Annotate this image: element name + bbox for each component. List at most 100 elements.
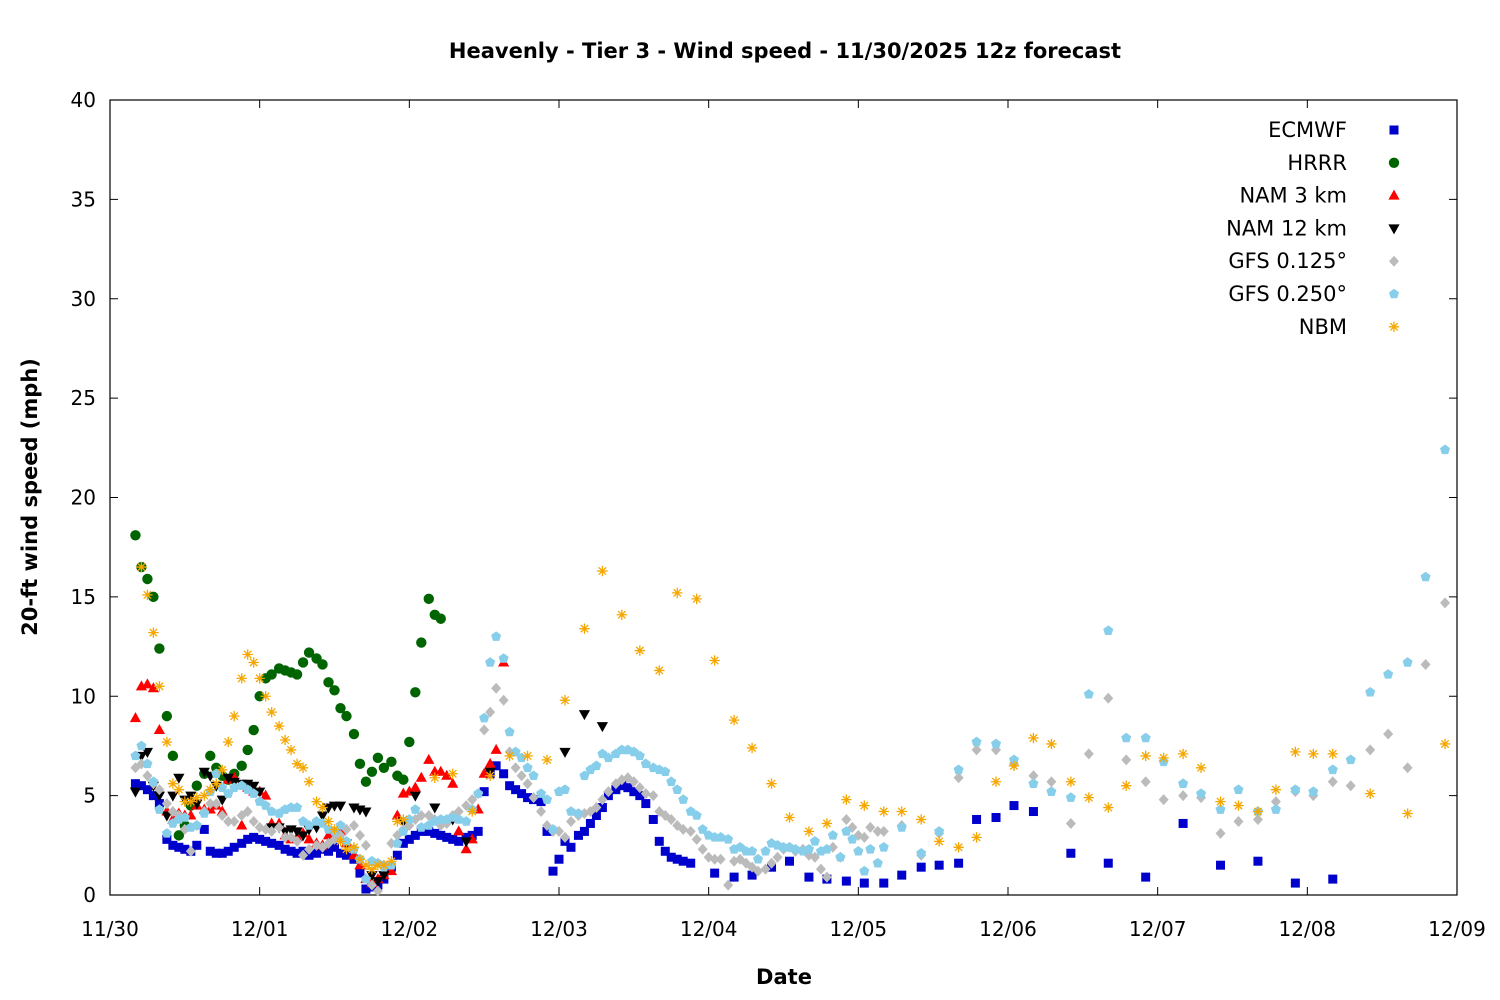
point-nbm <box>354 854 366 865</box>
point-nbm <box>559 695 571 706</box>
point-gfs-0-125 <box>685 825 696 837</box>
point-gfs-0-250 <box>660 766 671 777</box>
point-ecmwf <box>1028 807 1038 817</box>
point-gfs-0-125 <box>723 879 734 891</box>
point-ecmwf <box>672 854 682 864</box>
point-nam-12-km <box>161 811 173 822</box>
point-nbm <box>1439 738 1451 750</box>
point-nbm <box>199 790 210 801</box>
legend-label-ecmwf: ECMWF <box>1268 118 1347 142</box>
point-nbm <box>148 627 159 638</box>
point-nam-3-km <box>484 757 496 768</box>
point-gfs-0-250 <box>1327 764 1338 775</box>
point-nbm <box>303 776 315 787</box>
point-gfs-0-250 <box>1028 778 1039 788</box>
point-gfs-0-125 <box>479 724 490 736</box>
point-hrrr <box>435 613 446 624</box>
point-hrrr <box>378 762 390 773</box>
point-nbm <box>392 816 403 827</box>
point-nbm <box>896 806 907 817</box>
point-gfs-0-250 <box>865 843 876 854</box>
point-gfs-0-250 <box>479 712 490 723</box>
point-gfs-0-250 <box>410 804 421 814</box>
point-nbm <box>1103 802 1114 813</box>
point-gfs-0-125 <box>1440 597 1451 609</box>
point-gfs-0-250 <box>461 816 472 826</box>
point-nbm <box>360 859 372 871</box>
point-gfs-0-250 <box>398 826 409 836</box>
point-gfs-0-250 <box>491 631 502 641</box>
point-nbm <box>1121 780 1132 791</box>
point-hrrr <box>248 724 259 736</box>
point-ecmwf <box>499 769 509 779</box>
point-gfs-0-250 <box>1383 669 1394 679</box>
x-tick-label: 12/04 <box>680 917 738 941</box>
point-gfs-0-125 <box>354 829 365 841</box>
point-gfs-0-125 <box>1158 794 1169 806</box>
point-gfs-0-125 <box>161 798 172 810</box>
point-gfs-0-250 <box>142 758 153 769</box>
point-ecmwf <box>436 830 446 840</box>
point-hrrr <box>291 669 303 680</box>
point-nbm <box>597 565 608 577</box>
point-gfs-0-125 <box>453 806 464 818</box>
point-gfs-0-125 <box>753 865 764 877</box>
point-ecmwf <box>410 830 420 840</box>
point-gfs-0-250 <box>1196 788 1207 798</box>
point-nbm <box>1065 776 1077 787</box>
point-gfs-0-125 <box>491 682 502 694</box>
point-nbm <box>1177 748 1189 760</box>
point-hrrr <box>236 760 247 772</box>
point-nbm <box>933 836 945 847</box>
point-ecmwf <box>654 836 664 846</box>
point-gfs-0-125 <box>205 798 216 810</box>
point-gfs-0-250 <box>161 828 172 838</box>
point-nbm <box>672 587 683 599</box>
point-nam-12-km <box>198 767 210 778</box>
point-ecmwf <box>355 868 365 878</box>
point-gfs-0-250 <box>1420 571 1431 582</box>
point-gfs-0-250 <box>217 782 228 792</box>
point-nbm <box>1252 806 1264 817</box>
y-axis-label: 20-ft wind speed (mph) <box>18 358 42 636</box>
point-gfs-0-250 <box>821 843 832 854</box>
point-ecmwf <box>180 844 190 854</box>
point-gfs-0-125 <box>229 815 240 827</box>
point-nbm <box>242 649 253 660</box>
point-nam-12-km <box>222 773 234 784</box>
point-gfs-0-250 <box>971 736 982 747</box>
point-hrrr <box>317 659 328 670</box>
point-gfs-0-125 <box>498 694 509 706</box>
point-gfs-0-250 <box>229 782 240 792</box>
y-tick-label: 0 <box>83 883 96 907</box>
point-nam-12-km <box>291 827 303 838</box>
y-tick-label: 5 <box>83 784 96 808</box>
point-ecmwf <box>747 870 757 880</box>
point-ecmwf <box>585 818 595 828</box>
point-gfs-0-250 <box>536 788 547 798</box>
point-gfs-0-250 <box>666 776 677 786</box>
point-gfs-0-250 <box>1178 778 1189 788</box>
point-nbm <box>173 784 185 795</box>
point-gfs-0-250 <box>697 824 708 834</box>
point-nbm <box>179 796 191 807</box>
point-ecmwf <box>597 803 607 813</box>
y-tick-label: 30 <box>71 287 96 311</box>
point-ecmwf <box>591 811 601 820</box>
point-ecmwf <box>168 840 178 850</box>
point-ecmwf <box>548 866 558 876</box>
point-gfs-0-125 <box>1103 692 1114 704</box>
point-gfs-0-250 <box>335 820 346 830</box>
point-nbm <box>784 812 795 823</box>
point-gfs-0-250 <box>199 808 210 818</box>
y-tick-label: 40 <box>71 88 96 112</box>
point-gfs-0-250 <box>760 845 771 856</box>
x-tick-label: 12/03 <box>530 917 588 941</box>
legend-label-nbm: NBM <box>1299 315 1347 339</box>
point-nbm <box>654 665 665 676</box>
point-ecmwf <box>1066 848 1076 858</box>
point-nam-12-km <box>141 747 154 758</box>
point-ecmwf <box>404 834 414 844</box>
point-ecmwf <box>1253 856 1263 866</box>
point-gfs-0-250 <box>1046 786 1057 796</box>
